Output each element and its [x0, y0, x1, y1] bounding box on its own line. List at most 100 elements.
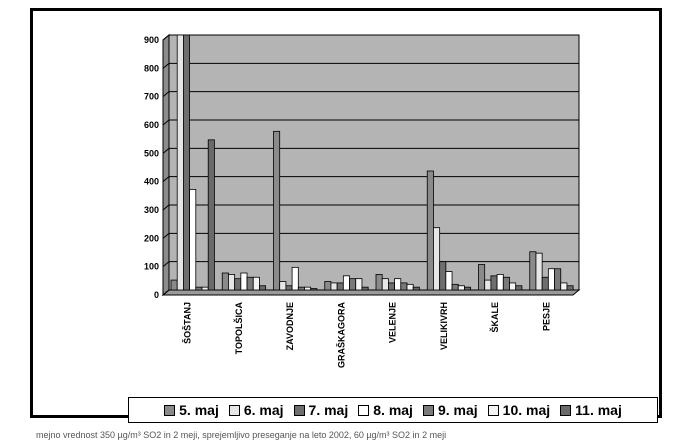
legend-swatch: [358, 404, 370, 416]
bar: [291, 266, 299, 291]
plot-floor: [161, 289, 581, 296]
bar: [426, 170, 434, 291]
legend-label: 11. maj: [575, 402, 622, 418]
bar: [259, 285, 267, 291]
gridline-side: [162, 176, 170, 183]
bar: [342, 275, 350, 291]
bar: [502, 276, 510, 291]
bar: [439, 261, 447, 291]
legend-entry: 5. maj: [164, 402, 219, 418]
bar: [566, 285, 574, 291]
bar: [451, 283, 459, 291]
y-tick-label: 800: [144, 63, 159, 73]
bar: [381, 278, 389, 291]
legend-label: 7. maj: [308, 402, 349, 418]
bar: [515, 285, 523, 291]
bar: [176, 34, 184, 291]
gridline-side: [162, 119, 170, 126]
bar: [541, 276, 549, 291]
bar: [387, 282, 395, 291]
bar: [195, 286, 203, 291]
bar: [478, 264, 486, 291]
bar: [464, 286, 472, 291]
bar: [490, 275, 498, 291]
bar: [228, 274, 236, 291]
bar: [297, 286, 305, 291]
y-tick-label: 600: [144, 120, 159, 130]
legend: 5. maj 6. maj 7. maj 8. maj 9. maj 10. maj 11.…: [128, 397, 658, 423]
gridline-side: [162, 91, 170, 98]
x-tick-label: ZAVODNJE: [285, 302, 295, 350]
bar: [310, 288, 318, 291]
bar: [433, 227, 441, 291]
y-tick-label: 900: [144, 35, 159, 45]
bar: [394, 278, 402, 291]
legend-swatch: [422, 404, 434, 416]
bar: [484, 279, 492, 291]
gridline-side: [162, 204, 170, 211]
y-tick-label: 200: [144, 233, 159, 243]
y-tick-label: 700: [144, 92, 159, 102]
y-tick-label: 300: [144, 205, 159, 215]
gridline-side: [162, 147, 170, 154]
legend-label: 9. maj: [437, 402, 478, 418]
x-tick-label: TOPOLŠICA: [233, 302, 244, 355]
caption-text: mejno vrednost 350 µg/m³ SO2 in 2 meji, …: [36, 430, 447, 440]
gridline-side: [162, 232, 170, 239]
bar: [221, 272, 229, 291]
gridline-side: [162, 62, 170, 69]
bar: [304, 286, 312, 291]
bar: [554, 268, 562, 291]
plot-area: [168, 34, 580, 291]
bar: [240, 272, 248, 291]
bar: [457, 285, 465, 291]
bar: [445, 271, 453, 291]
y-tick-label: 400: [144, 177, 159, 187]
legend-label: 5. maj: [179, 402, 219, 418]
legend-label: 8. maj: [373, 402, 413, 418]
bar: [182, 34, 190, 291]
bar: [170, 279, 178, 291]
bar: [273, 130, 281, 291]
bar: [400, 282, 408, 291]
legend-swatch: [487, 404, 499, 416]
legend-entry: 11. maj: [560, 402, 622, 418]
gridline-side: [162, 261, 170, 268]
bar: [324, 281, 332, 291]
bar: [330, 282, 338, 291]
bar: [560, 282, 568, 291]
legend-entry: 7. maj: [293, 402, 349, 418]
legend-swatch: [164, 404, 176, 416]
legend-label: 6. maj: [243, 402, 284, 418]
bar: [349, 278, 357, 291]
legend-swatch: [228, 404, 240, 416]
x-tick-label: VELIKIVRH: [439, 302, 449, 350]
bar: [547, 268, 555, 291]
bar: [535, 252, 543, 291]
legend-entry: 9. maj: [422, 402, 478, 418]
plot-side-wall: [162, 33, 170, 297]
legend-entry: 10. maj: [487, 402, 551, 418]
x-tick-label: GRAŠKAGORA: [335, 302, 346, 369]
legend-label: 10. maj: [502, 402, 551, 418]
bar: [207, 139, 215, 291]
bar: [189, 189, 197, 291]
y-tick-label: 0: [154, 290, 159, 300]
legend-swatch: [560, 404, 572, 416]
bar: [361, 286, 369, 291]
bar: [285, 285, 293, 291]
legend-swatch: [293, 404, 305, 416]
bar: [336, 282, 344, 291]
bar: [496, 274, 504, 291]
gridline-side: [162, 289, 170, 296]
bar: [252, 276, 260, 291]
x-tick-label: VELENJE: [388, 302, 398, 343]
bar: [412, 286, 420, 291]
x-tick-label: ŠOŠTANJ: [182, 302, 193, 344]
bar: [355, 278, 363, 291]
chart-frame: 0 100 200 300 400 500 600 700 800 900 ŠOŠTANJ TOPOL…: [30, 8, 662, 423]
x-tick-label: ŠKALE: [489, 302, 500, 333]
chart: 0 100 200 300 400 500 600 700 800 900 ŠOŠTANJ TOPOL…: [144, 33, 581, 369]
bar: [234, 278, 242, 291]
bar: [509, 282, 517, 291]
